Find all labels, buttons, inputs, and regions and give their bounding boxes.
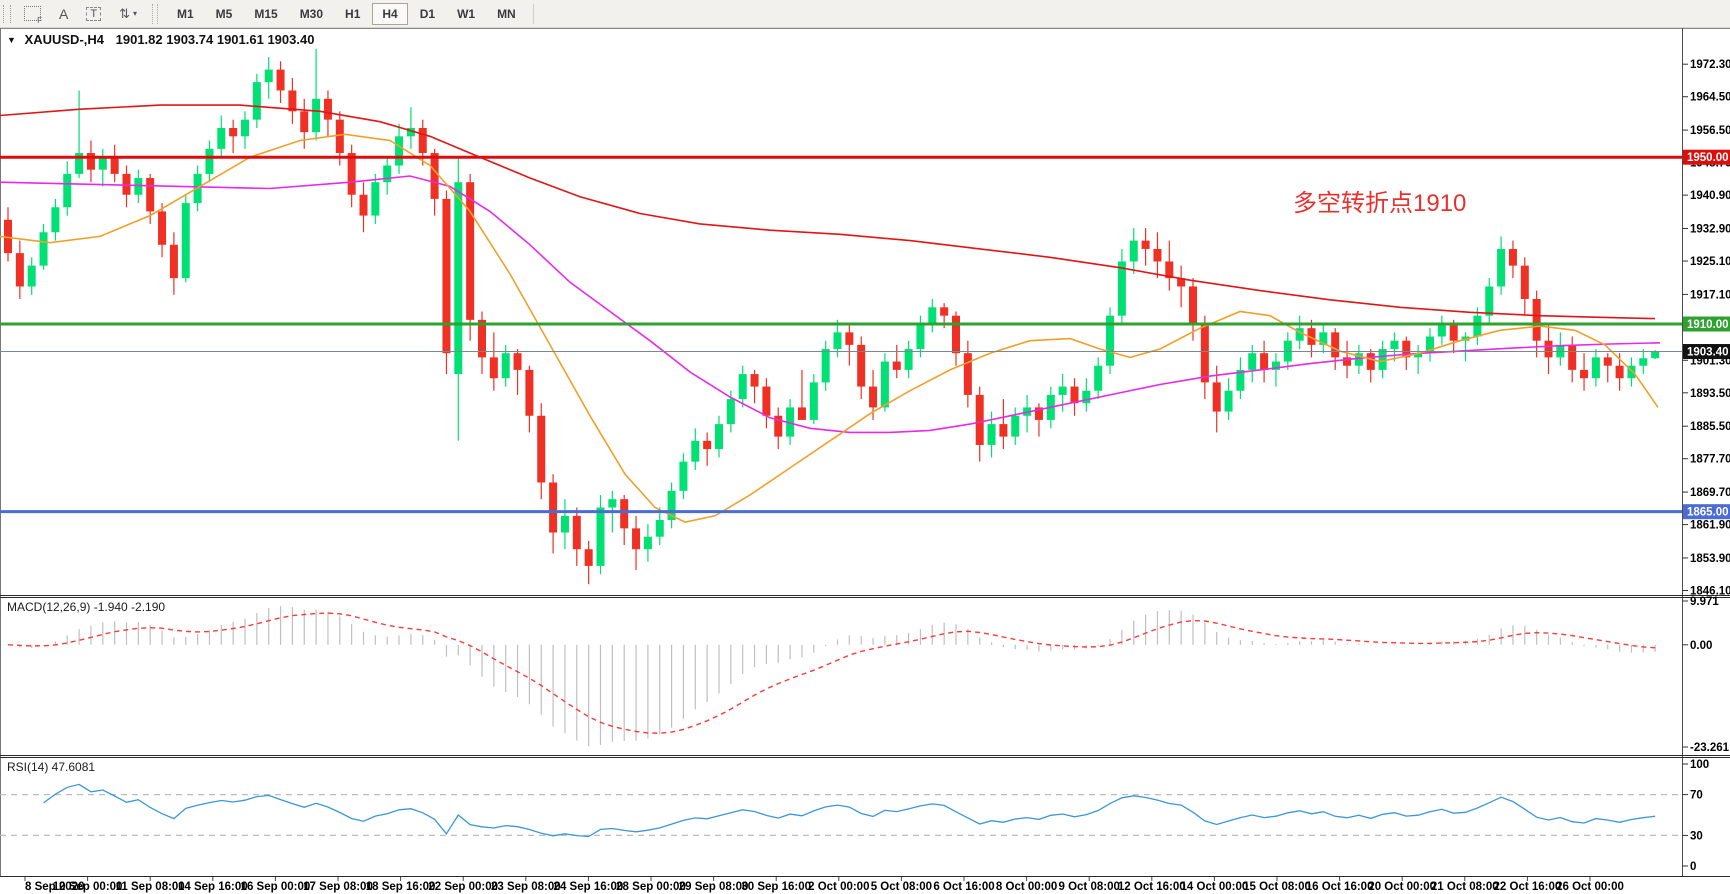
toolbar-separator [152,3,158,24]
letter-a-icon: A [59,5,69,22]
svg-text:28 Sep 00:00: 28 Sep 00:00 [616,881,686,893]
ma-mid-magenta [0,175,1661,434]
svg-text:17 Sep 08:00: 17 Sep 08:00 [303,881,373,893]
panel-borders [0,28,1730,877]
svg-text:1877.70: 1877.70 [1690,454,1730,466]
arrows-tool-button[interactable]: ⇅ ▾ [112,4,144,24]
dotted-grid-icon: F [24,6,42,25]
svg-text:9 Oct 08:00: 9 Oct 08:00 [1059,881,1120,893]
svg-text:1861.90: 1861.90 [1690,520,1730,532]
timeframe-button-m5[interactable]: M5 [215,6,233,21]
svg-text:15 Oct 08:00: 15 Oct 08:00 [1243,881,1311,893]
toolbar-separator-2 [532,3,534,24]
svg-text:9.971: 9.971 [1690,596,1719,608]
svg-text:14 Sep 16:00: 14 Sep 16:00 [178,881,248,893]
svg-text:1910.00: 1910.00 [1687,319,1729,331]
macd-histogram [19,606,1656,747]
svg-text:1932.90: 1932.90 [1690,224,1730,236]
svg-text:1956.50: 1956.50 [1690,125,1730,137]
macd-axis: 9.971 0.00 -23.261 [1682,596,1730,754]
text-label-tool-button[interactable]: T [79,5,108,23]
svg-text:100: 100 [1690,759,1709,771]
svg-text:30: 30 [1690,830,1703,842]
timeframe-button-d1[interactable]: D1 [419,6,436,21]
rsi-indicator-label: RSI(14) 47.6081 [7,760,96,774]
price-levels: 1950.00 1910.00 1903.40 1865.00 [0,149,1730,520]
svg-text:16 Sep 00:00: 16 Sep 00:00 [241,881,311,893]
svg-text:1950.00: 1950.00 [1687,152,1729,164]
rsi-line [43,783,1656,838]
chart-annotation-text: 多空转折点1910 [1293,190,1467,217]
chart-title: ▼ XAUUSD-,H4 1901.82 1903.74 1901.61 190… [7,32,314,47]
ohlc-values: 1901.82 1903.74 1901.61 1903.40 [115,32,315,47]
collapse-triangle-icon[interactable]: ▼ [7,35,16,45]
snap-grid-tool-button[interactable]: F [17,4,48,25]
svg-text:16 Oct 16:00: 16 Oct 16:00 [1306,881,1374,893]
timeframe-button-m15[interactable]: M15 [254,6,278,21]
svg-text:2 Oct 00:00: 2 Oct 00:00 [808,881,869,893]
timeframe-button-m1[interactable]: M1 [177,6,194,21]
svg-text:8 Sep 2020: 8 Sep 2020 [25,881,84,893]
svg-text:29 Sep 08:00: 29 Sep 08:00 [679,881,749,893]
svg-text:14 Oct 00:00: 14 Oct 00:00 [1181,881,1249,893]
svg-text:21 Oct 08:00: 21 Oct 08:00 [1431,881,1499,893]
svg-text:1885.50: 1885.50 [1690,421,1730,433]
svg-text:1853.90: 1853.90 [1690,553,1730,565]
svg-text:22 Oct 16:00: 22 Oct 16:00 [1494,881,1562,893]
svg-text:8 Oct 00:00: 8 Oct 00:00 [996,881,1057,893]
text-tool-button[interactable]: A [52,4,75,24]
svg-text:24 Sep 16:00: 24 Sep 16:00 [554,881,624,893]
svg-text:22 Sep 00:00: 22 Sep 00:00 [428,881,498,893]
svg-text:0: 0 [1690,861,1696,873]
svg-text:6 Oct 16:00: 6 Oct 16:00 [933,881,994,893]
svg-text:1917.10: 1917.10 [1690,289,1730,301]
svg-text:1964.50: 1964.50 [1690,92,1730,104]
chevron-down-icon: ▾ [132,9,137,18]
svg-text:-23.261: -23.261 [1690,742,1730,754]
rsi-panel [0,783,1682,838]
arrows-icon: ⇅ [119,5,130,21]
macd-indicator-label: MACD(12,26,9) -1.940 -2.190 [7,600,166,614]
timeframe-button-mn[interactable]: MN [497,6,516,21]
svg-text:1972.30: 1972.30 [1690,59,1730,71]
svg-text:10 Sep 00:00: 10 Sep 00:00 [53,881,123,893]
ma-fast-orange [0,133,1659,523]
svg-text:1903.40: 1903.40 [1687,347,1729,359]
svg-text:1869.70: 1869.70 [1690,487,1730,499]
svg-text:1893.50: 1893.50 [1690,388,1730,400]
timeframe-button-m30[interactable]: M30 [299,6,324,21]
boxed-t-icon: T [86,6,102,21]
svg-text:12 Oct 16:00: 12 Oct 16:00 [1118,881,1186,893]
svg-text:26 Oct 00:00: 26 Oct 00:00 [1556,881,1624,893]
toolbar-drag-handle[interactable] [3,4,11,23]
svg-text:1846.10: 1846.10 [1690,585,1730,597]
candlesticks [4,48,1660,585]
rsi-axis: 100 70 30 0 [1682,759,1709,873]
svg-text:1925.10: 1925.10 [1690,256,1730,268]
macd-signal-line [7,612,1656,734]
svg-text:18 Sep 16:00: 18 Sep 16:00 [366,881,436,893]
timeframe-button-h4[interactable]: H4 [372,2,408,25]
timeframe-button-h1[interactable]: H1 [345,6,361,21]
svg-text:5 Oct 08:00: 5 Oct 08:00 [871,881,932,893]
svg-text:1940.90: 1940.90 [1690,190,1730,202]
svg-text:20 Oct 00:00: 20 Oct 00:00 [1368,881,1436,893]
svg-text:11 Sep 08:00: 11 Sep 08:00 [116,881,185,893]
svg-text:23 Sep 08:00: 23 Sep 08:00 [491,881,561,893]
ma-slow-red [0,104,1656,320]
symbol-period-label: XAUUSD-,H4 [24,32,105,47]
moving-averages [0,104,1661,523]
svg-text:0.00: 0.00 [1690,640,1712,652]
macd-signal [7,612,1656,734]
svg-text:1865.00: 1865.00 [1687,507,1729,519]
svg-text:70: 70 [1690,790,1703,802]
svg-text:30 Sep 16:00: 30 Sep 16:00 [741,881,811,893]
toolbar: F A T ⇅ ▾ M1 M5 M15 M30 H1 H4 D1 W1 MN [0,0,1730,28]
timeframe-button-w1[interactable]: W1 [457,6,476,21]
